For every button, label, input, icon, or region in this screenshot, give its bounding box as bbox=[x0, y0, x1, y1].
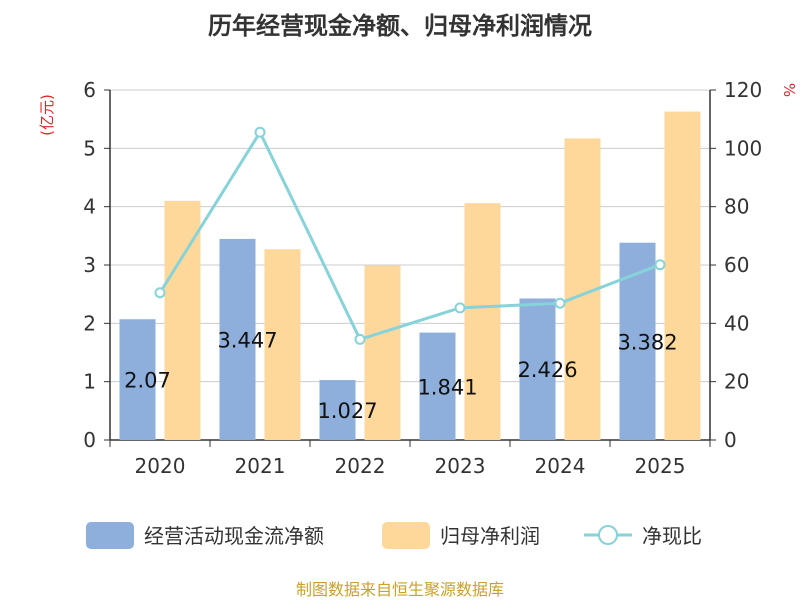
cashflow-data-label: 1.841 bbox=[417, 375, 477, 399]
cashflow-bar bbox=[319, 380, 356, 440]
x-tick-label: 2024 bbox=[535, 454, 586, 478]
right-tick-label: 120 bbox=[724, 78, 762, 102]
data-labels: 2.07 3.447 1.027 1.841 2.426 3.382 bbox=[124, 328, 677, 423]
left-tick-label: 1 bbox=[83, 370, 96, 394]
ratio-point bbox=[454, 302, 466, 314]
cashflow-bar bbox=[419, 332, 456, 440]
x-tick-label: 2025 bbox=[635, 454, 686, 478]
cashflow-data-label: 1.027 bbox=[317, 399, 377, 423]
cashflow-data-label: 2.426 bbox=[517, 358, 577, 382]
net-profit-bar bbox=[464, 203, 501, 440]
legend-cashflow: 经营活动现金流净额 bbox=[86, 522, 324, 549]
ratio-point bbox=[654, 259, 666, 271]
x-tick-label: 2021 bbox=[235, 454, 286, 478]
cashflow-data-label: 2.07 bbox=[124, 369, 171, 393]
net-profit-bar bbox=[664, 111, 701, 440]
ratio-point bbox=[354, 333, 366, 345]
x-tick-label: 2020 bbox=[135, 454, 186, 478]
legend-swatch bbox=[86, 522, 134, 549]
bars bbox=[119, 111, 701, 440]
left-tick-label: 5 bbox=[83, 136, 96, 160]
left-tick-label: 3 bbox=[83, 253, 96, 277]
right-tick-label: 0 bbox=[724, 428, 737, 452]
x-tick-label: 2023 bbox=[435, 454, 486, 478]
right-axis-unit: % bbox=[780, 83, 798, 97]
left-tick-label: 2 bbox=[83, 311, 96, 335]
right-tick-label: 60 bbox=[724, 253, 749, 277]
ratio-point bbox=[254, 126, 266, 138]
net-profit-bar bbox=[264, 249, 301, 440]
ratio-line-path bbox=[158, 129, 661, 342]
net-profit-bar bbox=[364, 265, 401, 440]
left-tick-label: 4 bbox=[83, 195, 96, 219]
right-tick-label: 100 bbox=[724, 136, 762, 160]
cashflow-bar bbox=[219, 238, 256, 440]
right-tick-label: 40 bbox=[724, 311, 749, 335]
ratio-line bbox=[154, 126, 666, 345]
right-tick-label: 20 bbox=[724, 370, 749, 394]
chart-title: 历年经营现金净额、归母净利润情况 bbox=[208, 12, 592, 40]
legend-ratio: 净现比 bbox=[584, 524, 702, 548]
legend-label: 经营活动现金流净额 bbox=[144, 524, 324, 548]
legend-marker bbox=[598, 525, 618, 545]
ratio-point bbox=[154, 287, 166, 299]
cashflow-bar bbox=[519, 298, 556, 440]
cashflow-bar bbox=[619, 242, 656, 440]
net-profit-bar bbox=[164, 200, 201, 440]
source-note: 制图数据来自恒生聚源数据库 bbox=[296, 580, 504, 599]
cashflow-data-label: 3.447 bbox=[217, 328, 277, 352]
left-axis-unit: (亿元) bbox=[38, 94, 56, 136]
x-tick-label: 2022 bbox=[335, 454, 386, 478]
left-tick-label: 0 bbox=[83, 428, 96, 452]
legend-net-profit: 归母净利润 bbox=[382, 522, 540, 549]
legend-label: 归母净利润 bbox=[440, 524, 540, 548]
cashflow-data-label: 3.382 bbox=[617, 330, 677, 354]
legend-swatch bbox=[382, 522, 430, 549]
ratio-point bbox=[554, 297, 566, 309]
left-tick-label: 6 bbox=[83, 78, 96, 102]
cashflow-bar bbox=[119, 319, 156, 440]
right-tick-label: 80 bbox=[724, 195, 749, 219]
legend-label: 净现比 bbox=[642, 524, 702, 548]
legend: 经营活动现金流净额 归母净利润 净现比 bbox=[86, 522, 702, 549]
